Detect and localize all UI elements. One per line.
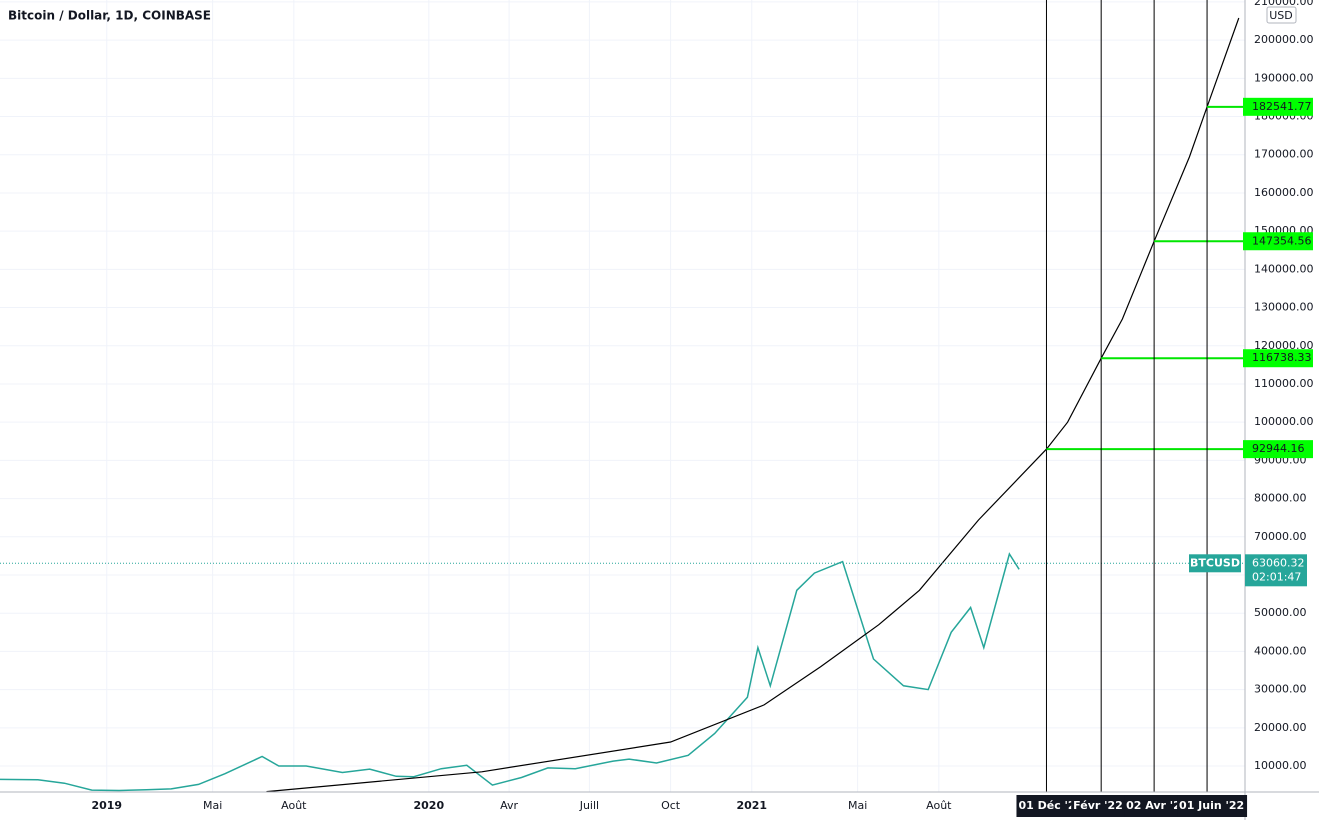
y-tick-label: 210000.00 (1254, 0, 1314, 8)
currency-box[interactable] (1266, 6, 1297, 24)
level-label: 147354.56 (1252, 234, 1312, 247)
level-box (1243, 440, 1313, 459)
level-label: 116738.33 (1252, 351, 1312, 364)
date-box (1177, 795, 1248, 817)
y-tick-label: 120000.00 (1254, 339, 1314, 352)
x-tick-label: Oct (661, 799, 681, 812)
x-tick-label: 2019 (91, 799, 122, 812)
price-label: 63060.32 (1252, 556, 1305, 569)
countdown-label: 02:01:47 (1252, 570, 1301, 583)
y-tick-label: 30000.00 (1254, 683, 1307, 696)
y-tick-label: 80000.00 (1254, 492, 1307, 505)
x-tick-label: 2021 (736, 799, 767, 812)
x-tick-label: Mai (203, 799, 222, 812)
y-tick-label: 190000.00 (1254, 71, 1314, 84)
level-box (1243, 232, 1313, 251)
x-tick-label: Août (926, 799, 952, 812)
y-tick-label: 40000.00 (1254, 644, 1307, 657)
date-label: 02 Avr '22 (1126, 799, 1188, 812)
y-tick-label: 200000.00 (1254, 33, 1314, 46)
y-tick-label: 20000.00 (1254, 721, 1307, 734)
symbol-box (1189, 554, 1241, 573)
level-label: 92944.16 (1252, 442, 1305, 455)
y-tick-label: 10000.00 (1254, 759, 1307, 772)
y-tick-label: 70000.00 (1254, 530, 1307, 543)
y-tick-label: 160000.00 (1254, 186, 1314, 199)
price-line (0, 552, 1020, 792)
symbol-label: BTCUSD (1190, 556, 1240, 569)
level-box (1243, 349, 1313, 368)
x-tick-label: Juill (579, 799, 599, 812)
date-box (1016, 795, 1087, 817)
x-tick-label: Mai (848, 799, 867, 812)
date-label: Févr '22 (1073, 799, 1123, 812)
y-tick-label: 110000.00 (1254, 377, 1314, 390)
date-label: 01 Déc '21 (1018, 799, 1083, 812)
x-tick-label: 2020 (414, 799, 445, 812)
x-tick-label: Avr (500, 799, 518, 812)
y-tick-label: 130000.00 (1254, 301, 1314, 314)
currency[interactable]: USD (1269, 9, 1293, 22)
level-label: 182541.77 (1252, 100, 1312, 113)
x-tick-label: Août (281, 799, 307, 812)
chart-title: Bitcoin / Dollar, 1D, COINBASE (8, 9, 211, 23)
date-label: 01 Juin '22 (1179, 799, 1244, 812)
y-tick-label: 140000.00 (1254, 262, 1314, 275)
projection-curve (266, 17, 1240, 793)
level-box (1243, 97, 1313, 116)
price-box (1245, 554, 1307, 587)
y-tick-label: 170000.00 (1254, 148, 1314, 161)
date-box (1071, 795, 1142, 817)
date-box (1124, 795, 1195, 817)
y-tick-label: 50000.00 (1254, 606, 1307, 619)
y-tick-label: 100000.00 (1254, 415, 1314, 428)
